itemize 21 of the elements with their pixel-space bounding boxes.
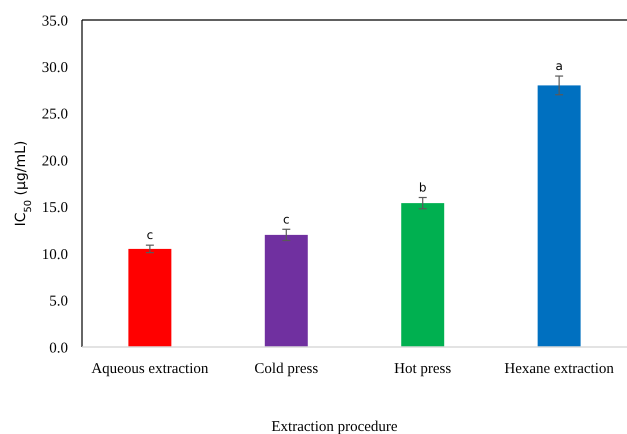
y-tick-label: 0.0: [49, 340, 68, 356]
y-tick-label: 20.0: [42, 153, 68, 170]
y-tick-label: 35.0: [42, 13, 68, 30]
y-tick-label: 25.0: [42, 106, 68, 123]
bar: [128, 248, 172, 347]
y-tick-label: 10.0: [42, 246, 68, 263]
x-tick-label: Cold press: [254, 361, 318, 377]
bar: [401, 203, 444, 347]
x-tick-label: Aqueous extraction: [91, 361, 209, 377]
bar: [264, 234, 308, 347]
x-tick-label: Hexane extraction: [504, 361, 614, 377]
x-axis-title: Extraction procedure: [271, 419, 398, 434]
y-tick-label: 30.0: [42, 60, 68, 76]
annotation: c: [282, 212, 290, 226]
annotation: b: [418, 180, 427, 195]
x-tick-label: Hot press: [394, 361, 452, 377]
annotation: a: [555, 59, 563, 74]
annotation: c: [146, 228, 154, 242]
y-tick-label: 5.0: [49, 294, 68, 310]
y-tick-label: 15.0: [42, 200, 68, 216]
bar: [538, 85, 581, 347]
